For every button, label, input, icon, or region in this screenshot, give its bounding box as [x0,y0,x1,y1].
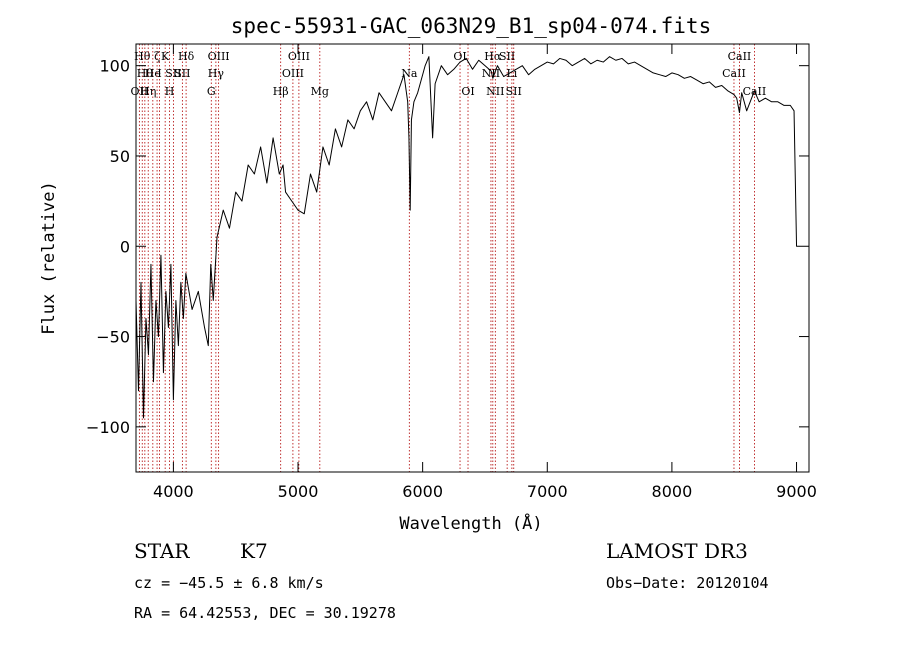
line-marker-label-21: OI [461,85,474,98]
line-marker-label-12: G [207,85,216,98]
y-tick-label-1: −50 [96,328,130,347]
x-tick-label-1: 5000 [278,482,319,501]
line-marker-label-7: K [161,50,170,63]
line-marker-label-18: Mg [311,85,329,98]
observation-date: Obs−Date: 20120104 [606,574,769,592]
line-marker-label-25: SII [499,50,515,63]
x-tick-label-3: 7000 [527,482,568,501]
line-marker-label-10: SII [174,67,190,80]
line-marker-layer: OIIHθHθHηHeζIKHSIISIIHδGHγOIIIHβOIIIOIII… [131,44,766,472]
line-marker-label-0: OII [131,85,149,98]
sky-coordinates: RA = 64.42553, DEC = 30.19278 [134,604,396,622]
object-class: STAR [134,539,190,563]
x-tick-label-4: 8000 [652,482,693,501]
line-marker-label-6: I [157,67,161,80]
line-marker-label-8: H [165,85,175,98]
x-tick-label-2: 6000 [402,482,443,501]
line-marker-label-3: Hη [140,85,156,98]
line-marker-label-13: Hγ [208,67,225,80]
line-marker-label-20: OI [453,50,466,63]
line-marker-label-1: Hθ [134,50,151,63]
survey-name: LAMOST DR3 [606,539,748,563]
y-tick-label-2: 0 [120,237,130,256]
y-tick-label-4: 100 [99,57,130,76]
line-marker-label-23: Hα [484,50,502,63]
line-marker-label-29: CaII [728,50,752,63]
series-line-flux [135,56,800,419]
line-marker-label-24: NII [486,85,504,98]
line-marker-label-9: SII [165,67,181,80]
line-marker-label-19: Na [401,67,418,80]
spectral-subclass: K7 [240,539,268,563]
y-tick-label-0: −100 [86,418,130,437]
plot-frame [135,43,810,473]
line-marker-label-15: Hβ [273,85,289,98]
y-axis-label: Flux (relative) [39,181,59,335]
line-marker-label-2: Hθ [137,67,154,80]
line-marker-label-16: OIII [282,67,304,80]
line-marker-label-26: Li [506,67,517,80]
chart-title: spec-55931-GAC_063N29_B1_sp04-074.fits [231,14,711,38]
x-tick-label-5: 9000 [776,482,817,501]
redshift-velocity: cz = −45.5 ± 6.8 km/s [134,574,324,592]
line-marker-label-11: Hδ [178,50,195,63]
line-marker-label-22: NII [482,67,500,80]
x-tick-label-0: 4000 [153,482,194,501]
line-marker-label-5: ζ [154,50,160,63]
line-marker-label-27: SII [506,85,522,98]
series-layer [135,56,800,419]
line-marker-label-17: OIII [288,50,310,63]
line-marker-label-14: OIII [208,50,230,63]
y-tick-label-3: 50 [110,147,130,166]
tick-layer: 4000 5000 6000 7000 8000 9000 −100 −50 0 50 100 [86,44,817,501]
line-marker-label-28: CaII [722,67,746,80]
x-axis-label: Wavelength (Å) [399,512,542,534]
